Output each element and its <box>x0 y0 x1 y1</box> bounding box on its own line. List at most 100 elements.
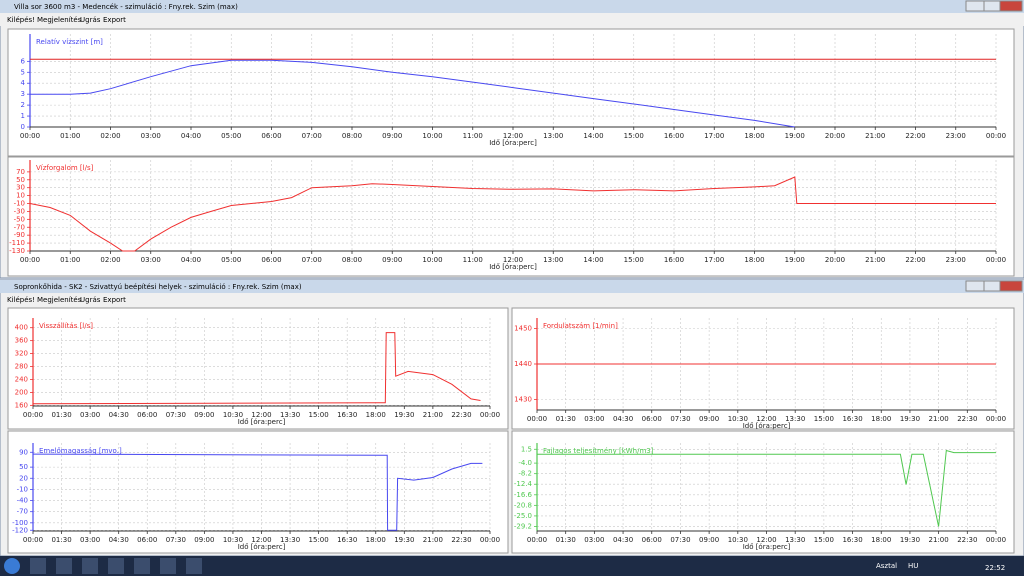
menu-item[interactable]: Export <box>103 296 126 304</box>
start-button[interactable] <box>4 558 20 574</box>
y-tick-label: -20.8 <box>514 501 532 509</box>
x-tick-label: 07:30 <box>166 536 186 544</box>
y-tick-label: -70 <box>14 223 25 231</box>
x-tick-label: 09:00 <box>382 132 402 140</box>
x-tick-label: 13:30 <box>785 536 805 544</box>
x-tick-label: 22:30 <box>451 411 471 419</box>
x-tick-label: 01:30 <box>51 411 71 419</box>
x-tick-label: 19:30 <box>394 411 414 419</box>
x-tick-label: 19:30 <box>394 536 414 544</box>
x-tick-label: 13:30 <box>280 411 300 419</box>
minimize-button[interactable] <box>965 280 985 292</box>
taskbar-icon[interactable] <box>30 558 46 574</box>
x-tick-label: 14:00 <box>583 256 603 264</box>
taskbar-label[interactable]: Asztal <box>876 562 897 570</box>
y-tick-label: 360 <box>15 337 28 345</box>
menu-item[interactable]: Megjelenítés <box>37 16 82 24</box>
x-tick-label: 10:30 <box>728 536 748 544</box>
maximize-button[interactable] <box>983 280 1001 292</box>
menu-item[interactable]: Kilépés! <box>7 296 35 304</box>
maximize-button[interactable] <box>983 0 1001 12</box>
close-button[interactable] <box>999 0 1023 12</box>
x-tick-label: 06:00 <box>642 536 662 544</box>
x-tick-label: 16:00 <box>664 256 684 264</box>
x-tick-label: 16:30 <box>337 411 357 419</box>
x-tick-label: 00:00 <box>986 536 1006 544</box>
x-axis-label: Idő [óra:perc] <box>238 417 286 426</box>
x-tick-label: 23:00 <box>946 132 966 140</box>
x-tick-label: 21:00 <box>423 411 443 419</box>
title-bar <box>0 0 1024 13</box>
y-tick-label: 1 <box>21 112 25 120</box>
chart-title: Vízforgalom [l/s] <box>36 164 94 172</box>
data-line <box>537 449 996 527</box>
x-tick-label: 08:00 <box>342 132 362 140</box>
x-tick-label: 18:00 <box>366 536 386 544</box>
data-line <box>29 176 996 252</box>
menu-item[interactable]: Ugrás <box>80 296 101 304</box>
x-tick-label: 06:00 <box>261 256 281 264</box>
chart-title: Visszállítás [l/s] <box>39 322 93 330</box>
chart-title: Relatív vízszint [m] <box>36 38 103 46</box>
x-tick-label: 16:30 <box>842 415 862 423</box>
y-tick-label: -8.2 <box>518 470 532 478</box>
menu-item[interactable]: Kilépés! <box>7 16 35 24</box>
taskbar-icon[interactable] <box>82 558 98 574</box>
y-tick-label: 3 <box>21 90 25 98</box>
x-tick-label: 00:00 <box>480 411 500 419</box>
y-tick-label: -4.0 <box>518 459 532 467</box>
y-tick-label: 5 <box>21 68 25 76</box>
taskbar-icon[interactable] <box>134 558 150 574</box>
menu-item[interactable]: Export <box>103 16 126 24</box>
x-tick-label: 03:00 <box>141 132 161 140</box>
x-tick-label: 00:00 <box>986 256 1006 264</box>
x-tick-label: 11:00 <box>463 132 483 140</box>
x-axis-label: Idő [óra:perc] <box>743 421 791 430</box>
taskbar-icon[interactable] <box>186 558 202 574</box>
minimize-button[interactable] <box>965 0 985 12</box>
x-tick-label: 12:00 <box>503 132 523 140</box>
x-tick-label: 00:00 <box>23 411 43 419</box>
x-tick-label: 22:30 <box>957 536 977 544</box>
x-tick-label: 23:00 <box>946 256 966 264</box>
data-line <box>32 453 483 531</box>
y-tick-label: 1440 <box>514 360 532 368</box>
y-tick-label: -16.6 <box>514 491 533 499</box>
y-tick-label: 50 <box>16 176 25 184</box>
x-tick-label: 21:00 <box>929 415 949 423</box>
x-tick-label: 19:00 <box>785 256 805 264</box>
x-tick-label: 04:30 <box>109 536 129 544</box>
menu-item[interactable]: Megjelenítés <box>37 296 82 304</box>
x-tick-label: 06:00 <box>137 411 157 419</box>
y-tick-label: -100 <box>12 519 28 527</box>
taskbar-icon[interactable] <box>56 558 72 574</box>
data-line <box>32 332 481 405</box>
chart-title: Fajlagos teljesítmény [kWh/m3] <box>543 447 654 455</box>
y-tick-label: 240 <box>15 375 28 383</box>
x-tick-label: 15:00 <box>624 132 644 140</box>
menu-item[interactable]: Ugrás <box>80 16 101 24</box>
x-tick-label: 02:00 <box>100 132 120 140</box>
x-tick-label: 22:30 <box>451 536 471 544</box>
x-tick-label: 09:00 <box>699 415 719 423</box>
x-tick-label: 09:00 <box>382 256 402 264</box>
x-tick-label: 00:00 <box>986 415 1006 423</box>
chart-panel <box>511 307 1015 430</box>
y-tick-label: -10 <box>17 485 28 493</box>
y-tick-label: 6 <box>21 57 26 65</box>
chart-title: Fordulatszám [1/min] <box>543 322 618 330</box>
y-tick-label: 1.5 <box>521 445 532 453</box>
taskbar <box>0 556 1024 576</box>
x-tick-label: 12:00 <box>251 536 271 544</box>
x-tick-label: 07:00 <box>302 256 322 264</box>
title-bar <box>0 280 1024 293</box>
y-tick-label: 70 <box>16 168 25 176</box>
language-indicator[interactable]: HU <box>908 562 918 570</box>
taskbar-icon[interactable] <box>108 558 124 574</box>
x-tick-label: 01:00 <box>60 256 80 264</box>
close-button[interactable] <box>999 280 1023 292</box>
x-tick-label: 00:00 <box>527 536 547 544</box>
y-tick-label: 10 <box>16 192 25 200</box>
x-tick-label: 09:00 <box>194 536 214 544</box>
taskbar-icon[interactable] <box>160 558 176 574</box>
